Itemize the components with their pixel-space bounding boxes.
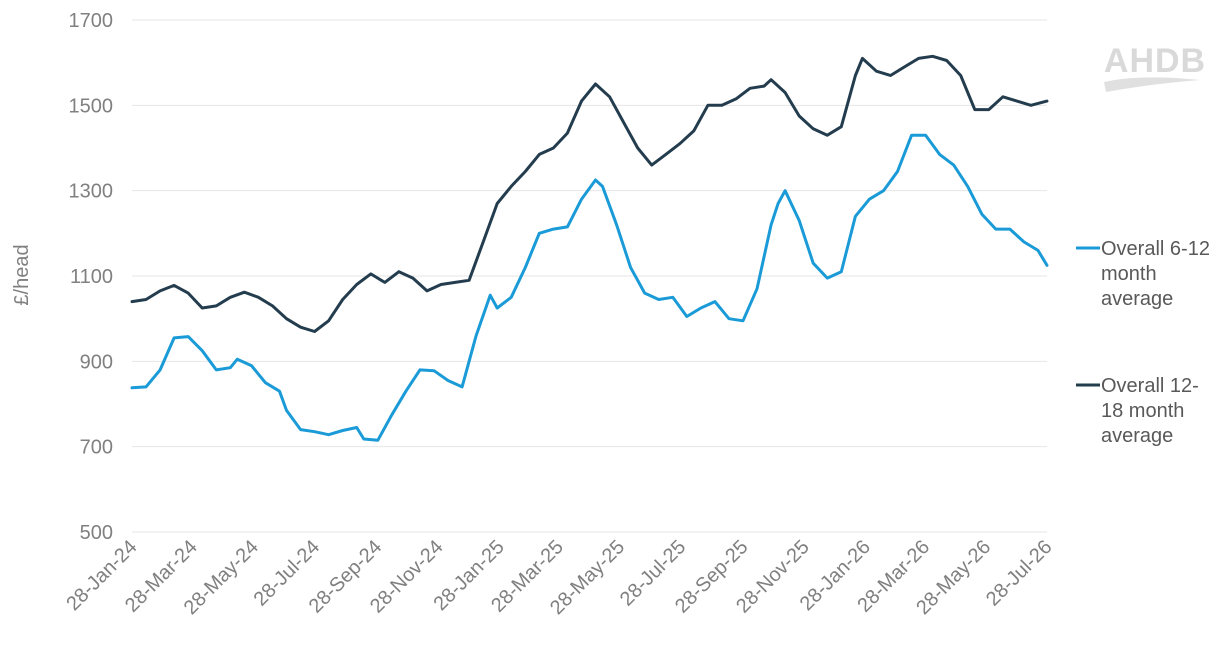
legend: Overall 6-12 month average Overall 12- 18 mo… <box>1076 238 1210 447</box>
y-tick-label: 1700 <box>69 10 114 32</box>
series-lines <box>130 54 1049 442</box>
y-tick-label: 900 <box>80 351 113 373</box>
logo-text: AHDB <box>1104 42 1206 80</box>
y-tick-label: 700 <box>80 437 113 459</box>
legend-label: Overall 12- 18 month average <box>1101 375 1199 447</box>
legend-label-line: Overall 12- <box>1101 375 1199 397</box>
legend-entry-1: Overall 6-12 month average <box>1076 238 1210 310</box>
y-tick-label: 1500 <box>69 95 114 117</box>
ahdb-logo: AHDB <box>1104 42 1206 92</box>
y-tick-label: 1100 <box>70 266 113 288</box>
legend-label: Overall 6-12 month average <box>1101 238 1210 310</box>
logo-swoosh <box>1104 77 1200 92</box>
y-axis-label: £/head <box>11 244 33 305</box>
legend-label-line: Overall 6-12 <box>1101 238 1210 260</box>
gridlines <box>132 19 1047 533</box>
legend-label-line: average <box>1101 425 1173 447</box>
x-tick-label: 28-Jul-26 <box>982 536 1057 611</box>
x-axis-ticks: 28-Jan-2428-Mar-2428-May-2428-Jul-2428-S… <box>62 536 1056 619</box>
legend-label-line: average <box>1101 288 1173 310</box>
legend-label-line: 18 month <box>1101 400 1184 422</box>
y-axis-ticks: 500 700 900 1100 1300 1500 1700 <box>69 10 114 544</box>
legend-label-line: month <box>1101 263 1157 285</box>
y-tick-label: 1300 <box>69 181 114 203</box>
y-tick-label: 500 <box>80 522 113 544</box>
series-line-2 <box>130 54 1049 333</box>
legend-entry-2: Overall 12- 18 month average <box>1076 375 1199 447</box>
series-line-1 <box>130 133 1049 442</box>
